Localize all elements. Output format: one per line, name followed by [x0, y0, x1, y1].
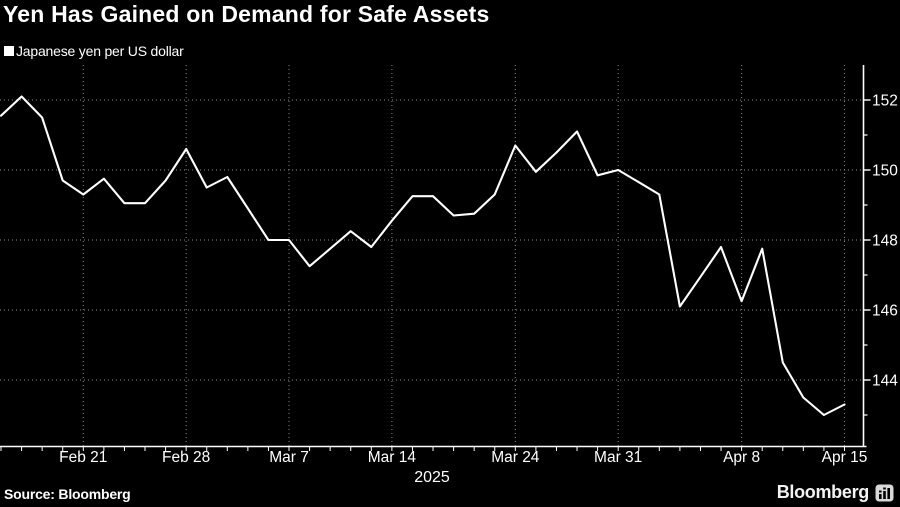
x-axis-year-label: 2025: [414, 469, 450, 486]
source-credit: Source: Bloomberg: [4, 486, 131, 502]
legend-square-icon: [4, 46, 14, 56]
legend: Japanese yen per US dollar: [4, 43, 184, 59]
legend-label: Japanese yen per US dollar: [16, 43, 184, 59]
x-tick-label-apr-15: Apr 15: [822, 449, 868, 466]
x-tick-label-feb-21: Feb 21: [59, 449, 107, 466]
bar-chart-logo-icon: [875, 484, 894, 501]
x-tick-label-mar-31: Mar 31: [594, 449, 642, 466]
x-tick-label-feb-28: Feb 28: [162, 449, 210, 466]
x-tick-label-apr-8: Apr 8: [723, 449, 760, 466]
y-tick-label-146: 146: [872, 303, 898, 320]
bloomberg-brand-name: Bloomberg: [776, 482, 870, 502]
y-tick-label-148: 148: [872, 233, 898, 250]
y-tick-label-152: 152: [872, 93, 898, 110]
x-tick-label-mar-14: Mar 14: [368, 449, 417, 466]
y-tick-label-144: 144: [872, 373, 898, 390]
y-tick-label-150: 150: [872, 163, 898, 180]
x-tick-label-mar-24: Mar 24: [491, 449, 540, 466]
x-tick-label-mar-7: Mar 7: [269, 449, 309, 466]
bloomberg-wordmark: Bloomberg: [777, 482, 894, 503]
yen-price-line: [0, 95, 846, 417]
chart-title: Yen Has Gained on Demand for Safe Assets: [3, 1, 490, 27]
